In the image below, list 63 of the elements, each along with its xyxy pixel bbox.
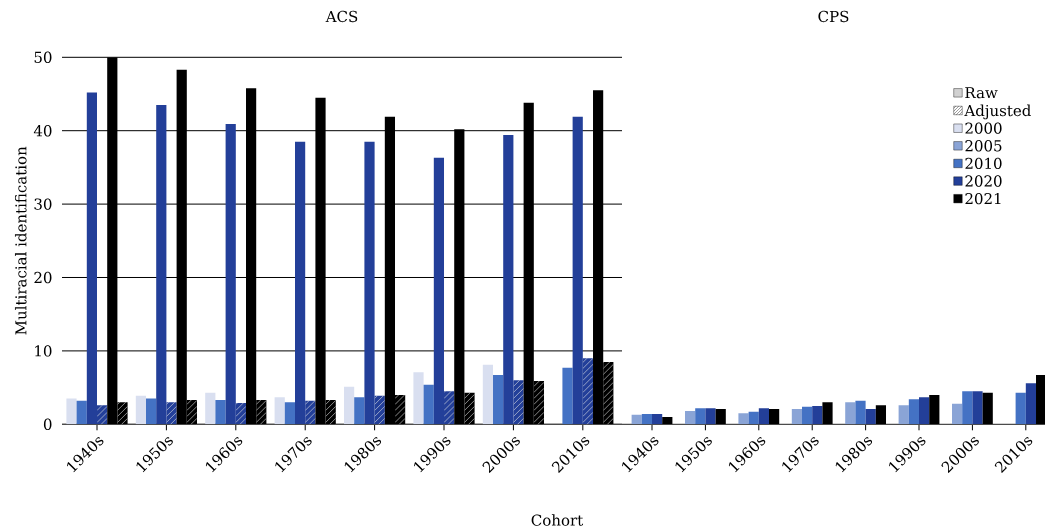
legend-label: 2021 [965,192,1001,205]
chart-title: ACS [325,10,358,23]
bar [562,367,573,425]
y-tick-label: 10 [35,345,52,357]
bar [791,408,803,425]
bar [1025,383,1037,425]
bar [631,414,642,425]
bar [769,408,780,425]
bar [652,414,663,425]
bar [146,398,157,425]
bar [908,399,920,425]
bar [413,372,424,425]
legend-label: 2000 [965,122,1002,134]
bar [423,384,434,425]
bar [758,408,770,425]
bar [962,391,973,425]
legend-label: 2010 [965,157,1002,170]
bar [205,392,216,425]
bar [1015,392,1026,425]
bar [812,405,823,425]
bar [662,416,673,425]
x-axis-title: Cohort [531,514,584,526]
bar [76,400,87,425]
bar [482,364,494,425]
y-tick-label: 50 [34,51,52,63]
bar [802,406,813,425]
bar [865,408,876,425]
bar [982,392,993,425]
bar [685,411,696,425]
bar [972,391,983,425]
bar [284,402,295,425]
bar [344,386,355,425]
bar [493,375,504,425]
bar [715,408,726,425]
bar [135,395,146,425]
bar [875,405,887,425]
y-tick-label: 0 [43,418,52,430]
bar [822,402,833,425]
bar [695,408,706,425]
annotation: Raw [965,87,998,99]
bar [705,408,716,425]
bar [919,397,930,425]
bar [845,402,856,425]
bar [929,394,940,425]
annotation: Adjusted [964,104,1031,120]
chart-title: CPS [818,10,849,23]
y-tick-label: 20 [34,271,52,284]
legend-label: 2005 [965,140,1002,152]
bar [748,411,759,425]
y-tick-label: 40 [33,125,52,137]
bar [641,414,653,425]
legend-label: 2020 [965,175,1002,187]
bar [855,400,866,425]
bar [354,397,365,425]
y-tick-label: 30 [34,198,52,210]
bar [738,413,749,425]
bar [952,403,963,425]
bar [274,397,285,425]
bar [66,398,77,425]
bar [215,400,226,425]
y-axis-title: Multiracial identification [14,146,27,335]
bar [1036,375,1046,425]
bar [898,405,909,425]
